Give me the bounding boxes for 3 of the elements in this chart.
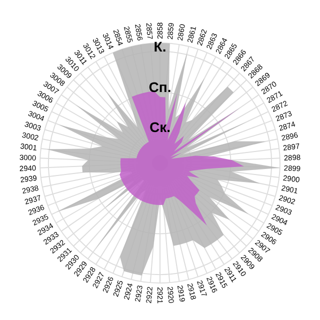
y-tick-label: К. bbox=[154, 38, 166, 54]
y-tick-label: Сп. bbox=[148, 79, 172, 96]
y-tick-label: Ск. bbox=[149, 118, 171, 135]
